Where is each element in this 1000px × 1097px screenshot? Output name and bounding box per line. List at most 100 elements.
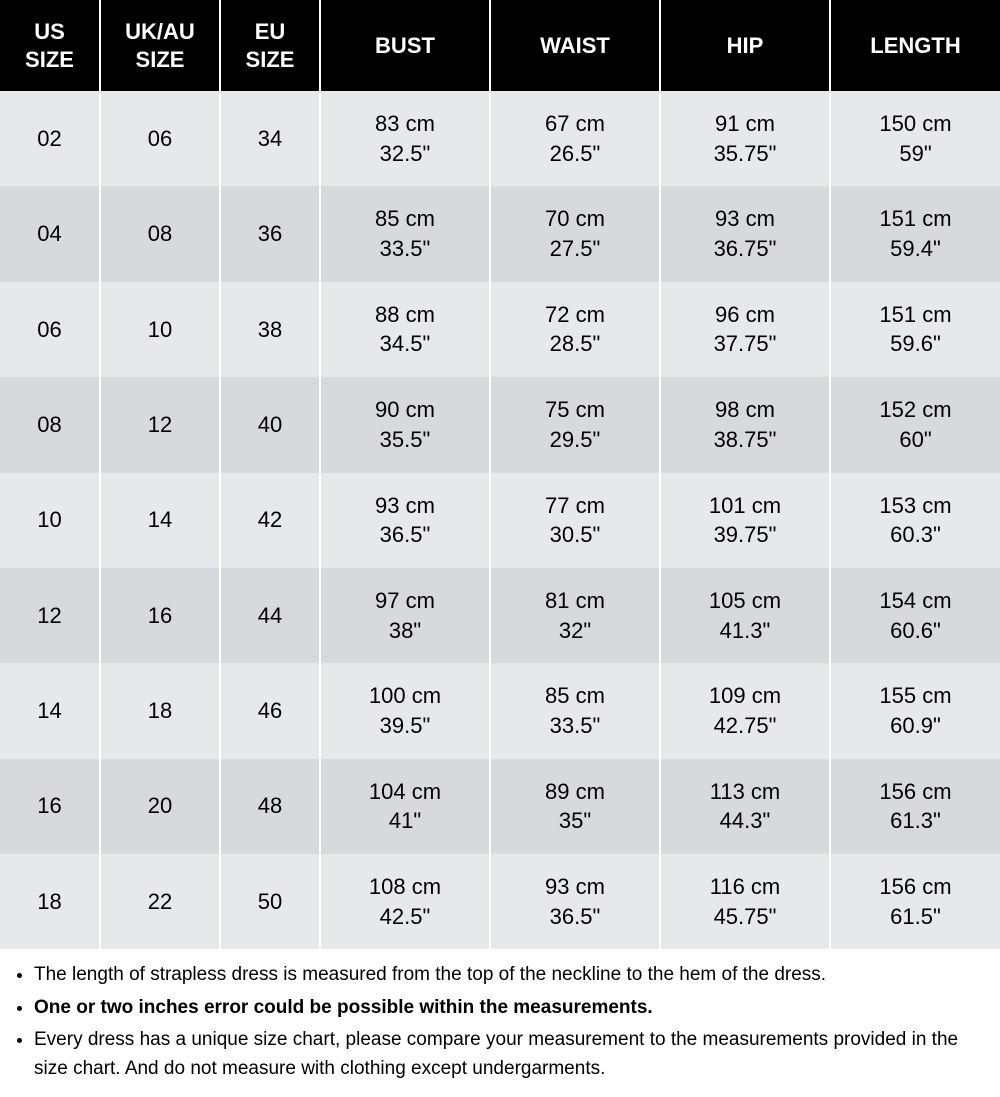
cell-cm: 153 cm <box>835 491 996 521</box>
cell-ukau: 10 <box>100 282 220 377</box>
cell-waist: 75 cm29.5" <box>490 377 660 472</box>
cell-bust: 100 cm39.5" <box>320 663 490 758</box>
cell-ukau: 14 <box>100 473 220 568</box>
note-text: One or two inches error could be possibl… <box>34 997 653 1018</box>
cell-in: 34.5" <box>325 329 485 359</box>
cell-cm: 151 cm <box>835 300 996 330</box>
cell-bust: 104 cm41" <box>320 759 490 854</box>
cell-cm: 88 cm <box>325 300 485 330</box>
cell-cm: 67 cm <box>495 109 655 139</box>
cell-us: 16 <box>0 759 100 854</box>
cell-hip: 116 cm45.75" <box>660 854 830 949</box>
cell-hip: 109 cm42.75" <box>660 663 830 758</box>
cell-us: 06 <box>0 282 100 377</box>
cell-in: 26.5" <box>495 139 655 169</box>
cell-eu: 38 <box>220 282 320 377</box>
cell-waist: 77 cm30.5" <box>490 473 660 568</box>
notes-section: The length of strapless dress is measure… <box>0 949 1000 1097</box>
cell-in: 35.75" <box>665 139 825 169</box>
cell-in: 36.5" <box>325 520 485 550</box>
cell-in: 44.3" <box>665 806 825 836</box>
col-header-line2: SIZE <box>225 46 315 74</box>
cell-cm: 83 cm <box>325 109 485 139</box>
cell-in: 30.5" <box>495 520 655 550</box>
cell-in: 38" <box>325 616 485 646</box>
cell-cm: 109 cm <box>665 681 825 711</box>
cell-waist: 67 cm26.5" <box>490 91 660 186</box>
table-row: 04083685 cm33.5"70 cm27.5"93 cm36.75"151… <box>0 186 1000 281</box>
note-text: Every dress has a unique size chart, ple… <box>34 1029 958 1079</box>
cell-in: 59" <box>835 139 996 169</box>
cell-cm: 101 cm <box>665 491 825 521</box>
note-text: The length of strapless dress is measure… <box>34 964 826 985</box>
note-item: Every dress has a unique size chart, ple… <box>34 1026 992 1083</box>
cell-in: 60.3" <box>835 520 996 550</box>
cell-in: 33.5" <box>325 234 485 264</box>
cell-bust: 108 cm42.5" <box>320 854 490 949</box>
cell-eu: 36 <box>220 186 320 281</box>
cell-in: 33.5" <box>495 711 655 741</box>
col-header-length: LENGTH <box>830 0 1000 91</box>
cell-eu: 48 <box>220 759 320 854</box>
col-header-line2: SIZE <box>4 46 95 74</box>
cell-cm: 152 cm <box>835 395 996 425</box>
table-row: 08124090 cm35.5"75 cm29.5"98 cm38.75"152… <box>0 377 1000 472</box>
cell-in: 29.5" <box>495 425 655 455</box>
col-header-line1: WAIST <box>495 32 655 60</box>
table-row: 10144293 cm36.5"77 cm30.5"101 cm39.75"15… <box>0 473 1000 568</box>
cell-cm: 85 cm <box>495 681 655 711</box>
cell-in: 35.5" <box>325 425 485 455</box>
cell-ukau: 06 <box>100 91 220 186</box>
cell-ukau: 20 <box>100 759 220 854</box>
cell-in: 59.4" <box>835 234 996 264</box>
cell-cm: 93 cm <box>325 491 485 521</box>
cell-waist: 81 cm32" <box>490 568 660 663</box>
cell-bust: 85 cm33.5" <box>320 186 490 281</box>
col-header-line1: UK/AU <box>105 18 215 46</box>
cell-in: 27.5" <box>495 234 655 264</box>
cell-length: 156 cm61.3" <box>830 759 1000 854</box>
cell-in: 59.6" <box>835 329 996 359</box>
cell-in: 39.5" <box>325 711 485 741</box>
cell-waist: 93 cm36.5" <box>490 854 660 949</box>
cell-bust: 83 cm32.5" <box>320 91 490 186</box>
cell-ukau: 16 <box>100 568 220 663</box>
cell-in: 37.75" <box>665 329 825 359</box>
cell-cm: 151 cm <box>835 204 996 234</box>
note-item: One or two inches error could be possibl… <box>34 994 992 1023</box>
cell-hip: 105 cm41.3" <box>660 568 830 663</box>
cell-cm: 98 cm <box>665 395 825 425</box>
cell-cm: 150 cm <box>835 109 996 139</box>
col-header-waist: WAIST <box>490 0 660 91</box>
cell-cm: 81 cm <box>495 586 655 616</box>
cell-hip: 98 cm38.75" <box>660 377 830 472</box>
cell-in: 61.3" <box>835 806 996 836</box>
cell-in: 36.75" <box>665 234 825 264</box>
cell-cm: 156 cm <box>835 777 996 807</box>
cell-eu: 34 <box>220 91 320 186</box>
cell-cm: 70 cm <box>495 204 655 234</box>
cell-cm: 100 cm <box>325 681 485 711</box>
col-header-eu: EUSIZE <box>220 0 320 91</box>
cell-eu: 42 <box>220 473 320 568</box>
cell-us: 10 <box>0 473 100 568</box>
cell-in: 36.5" <box>495 902 655 932</box>
cell-in: 41" <box>325 806 485 836</box>
cell-bust: 88 cm34.5" <box>320 282 490 377</box>
cell-in: 60" <box>835 425 996 455</box>
cell-hip: 91 cm35.75" <box>660 91 830 186</box>
col-header-line2: SIZE <box>105 46 215 74</box>
cell-cm: 105 cm <box>665 586 825 616</box>
col-header-bust: BUST <box>320 0 490 91</box>
cell-cm: 91 cm <box>665 109 825 139</box>
cell-bust: 90 cm35.5" <box>320 377 490 472</box>
cell-us: 12 <box>0 568 100 663</box>
cell-length: 151 cm59.4" <box>830 186 1000 281</box>
col-header-line1: HIP <box>665 32 825 60</box>
cell-waist: 70 cm27.5" <box>490 186 660 281</box>
table-header: USSIZEUK/AUSIZEEUSIZEBUSTWAISTHIPLENGTH <box>0 0 1000 91</box>
cell-eu: 44 <box>220 568 320 663</box>
cell-cm: 113 cm <box>665 777 825 807</box>
cell-in: 42.75" <box>665 711 825 741</box>
cell-in: 32" <box>495 616 655 646</box>
